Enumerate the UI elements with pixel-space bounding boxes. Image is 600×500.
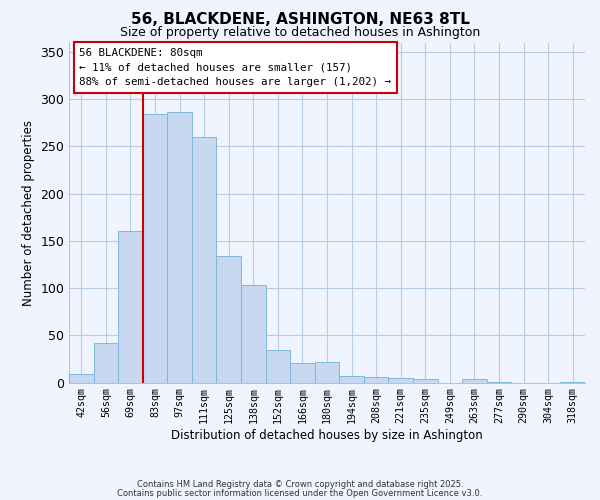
Bar <box>413 378 437 382</box>
Bar <box>364 377 388 382</box>
Bar <box>167 112 192 382</box>
Bar <box>266 350 290 382</box>
Bar <box>290 362 315 382</box>
Bar <box>94 343 118 382</box>
Y-axis label: Number of detached properties: Number of detached properties <box>22 120 35 306</box>
Text: 56 BLACKDENE: 80sqm
← 11% of detached houses are smaller (157)
88% of semi-detac: 56 BLACKDENE: 80sqm ← 11% of detached ho… <box>79 48 391 87</box>
Text: Contains HM Land Registry data © Crown copyright and database right 2025.: Contains HM Land Registry data © Crown c… <box>137 480 463 489</box>
X-axis label: Distribution of detached houses by size in Ashington: Distribution of detached houses by size … <box>171 429 483 442</box>
Text: 56, BLACKDENE, ASHINGTON, NE63 8TL: 56, BLACKDENE, ASHINGTON, NE63 8TL <box>131 12 469 28</box>
Text: Size of property relative to detached houses in Ashington: Size of property relative to detached ho… <box>120 26 480 39</box>
Bar <box>388 378 413 382</box>
Bar <box>69 374 94 382</box>
Bar <box>462 378 487 382</box>
Bar <box>241 285 266 382</box>
Bar <box>192 137 217 382</box>
Bar <box>118 232 143 382</box>
Text: Contains public sector information licensed under the Open Government Licence v3: Contains public sector information licen… <box>118 488 482 498</box>
Bar <box>315 362 339 382</box>
Bar <box>339 376 364 382</box>
Bar <box>217 256 241 382</box>
Bar <box>143 114 167 382</box>
